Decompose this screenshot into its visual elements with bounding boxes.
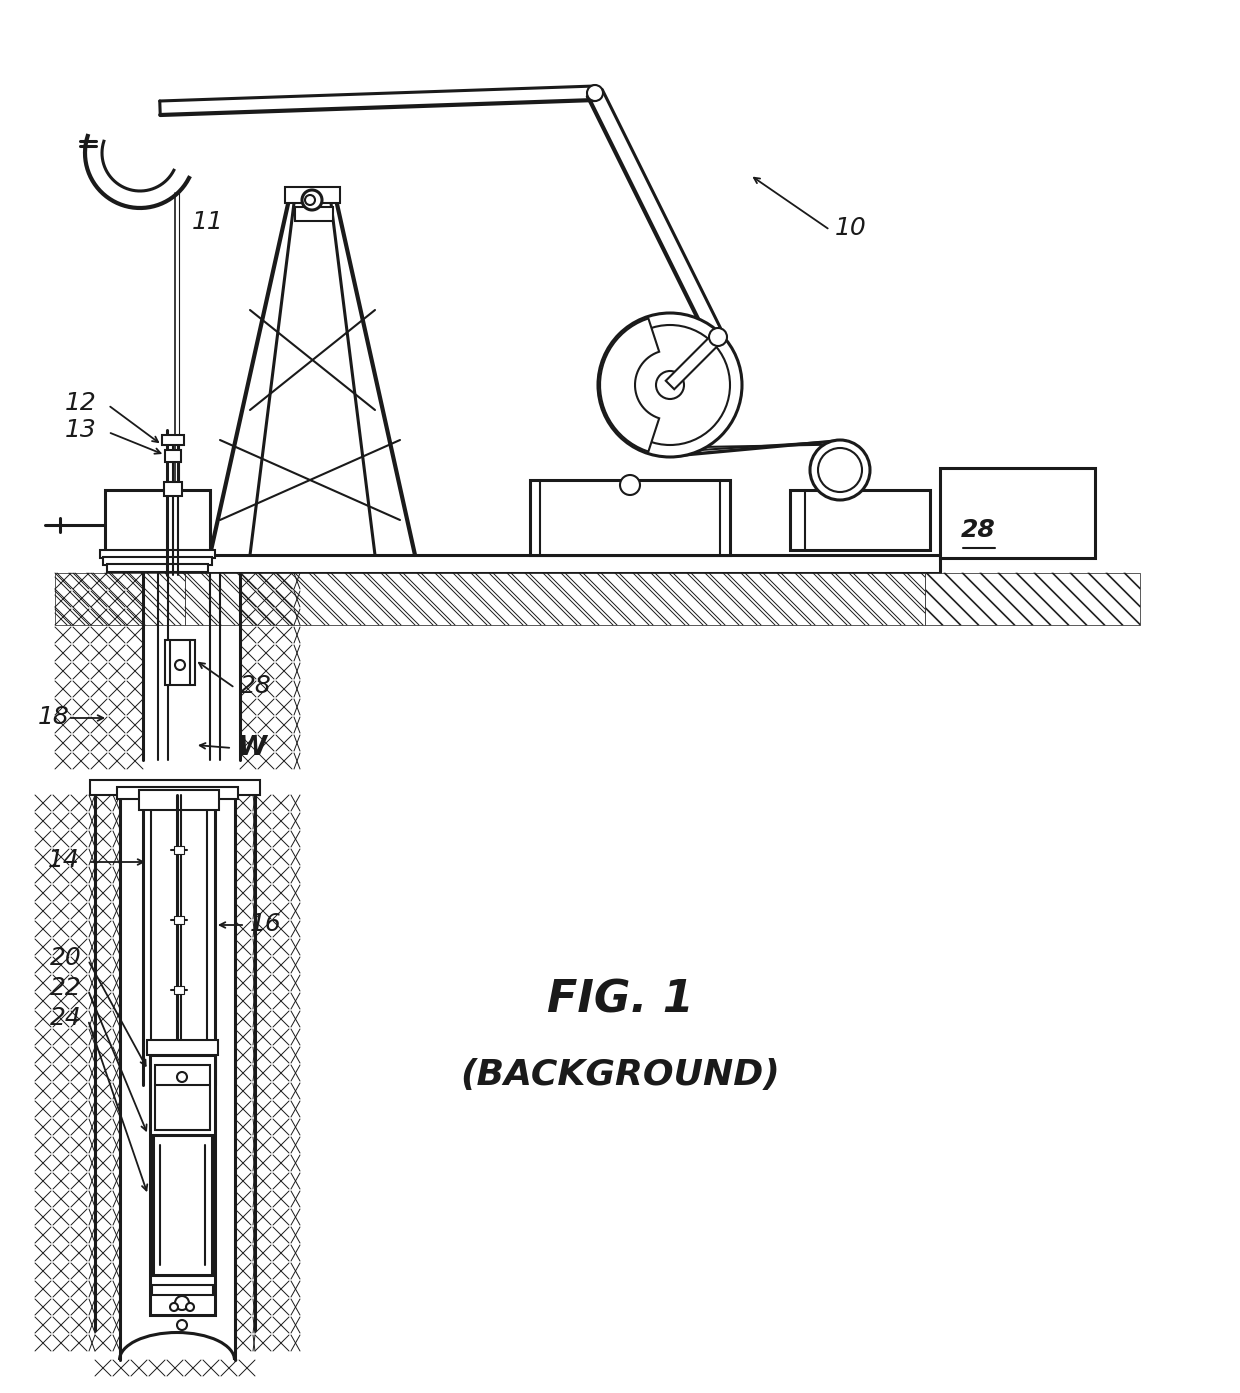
Text: 14: 14 [48,848,79,872]
Bar [165,639,195,685]
Bar [529,481,730,554]
Polygon shape [666,333,722,389]
Text: 22: 22 [50,976,82,1000]
Bar [55,573,185,625]
Polygon shape [600,319,660,451]
Text: 10: 10 [835,216,867,240]
Bar [153,1135,212,1275]
Text: 16: 16 [250,912,281,936]
Text: 20: 20 [50,946,82,970]
Text: 28: 28 [961,518,996,542]
Circle shape [610,325,730,444]
Bar [117,787,238,800]
Circle shape [303,189,322,210]
Bar [790,490,930,550]
Circle shape [175,660,185,670]
Circle shape [175,1295,188,1309]
Bar [285,187,340,203]
Bar [940,468,1095,559]
Text: 11: 11 [192,210,223,234]
Bar [100,550,215,559]
Bar [139,790,219,809]
Circle shape [170,1302,179,1311]
Circle shape [186,1302,193,1311]
Circle shape [709,327,727,345]
Text: W: W [237,736,267,761]
Circle shape [810,440,870,500]
Circle shape [620,475,640,495]
Bar [295,208,334,221]
Bar [165,450,181,462]
Bar [150,1055,215,1315]
Circle shape [656,371,684,398]
Bar [155,1066,210,1130]
Text: 24: 24 [50,1006,82,1029]
Circle shape [177,1073,187,1082]
Bar [925,573,1140,625]
Bar [91,780,260,795]
Bar [185,573,925,625]
Circle shape [305,195,315,205]
Bar [103,557,212,566]
Bar [162,435,184,444]
Text: 13: 13 [64,418,97,442]
Bar [105,490,210,554]
Bar [153,1284,213,1295]
Text: 18: 18 [38,705,69,729]
Bar [107,564,208,573]
Text: 12: 12 [64,391,97,415]
Text: 28: 28 [241,674,272,698]
Bar [180,554,940,573]
Bar [174,986,184,995]
Bar [148,1041,218,1055]
Bar [174,917,184,924]
Circle shape [818,449,862,492]
Circle shape [587,85,603,102]
Text: (BACKGROUND): (BACKGROUND) [460,1059,780,1092]
Circle shape [598,313,742,457]
Bar [164,482,182,496]
Bar [174,846,184,854]
Circle shape [177,1321,187,1330]
Text: FIG. 1: FIG. 1 [547,978,693,1021]
